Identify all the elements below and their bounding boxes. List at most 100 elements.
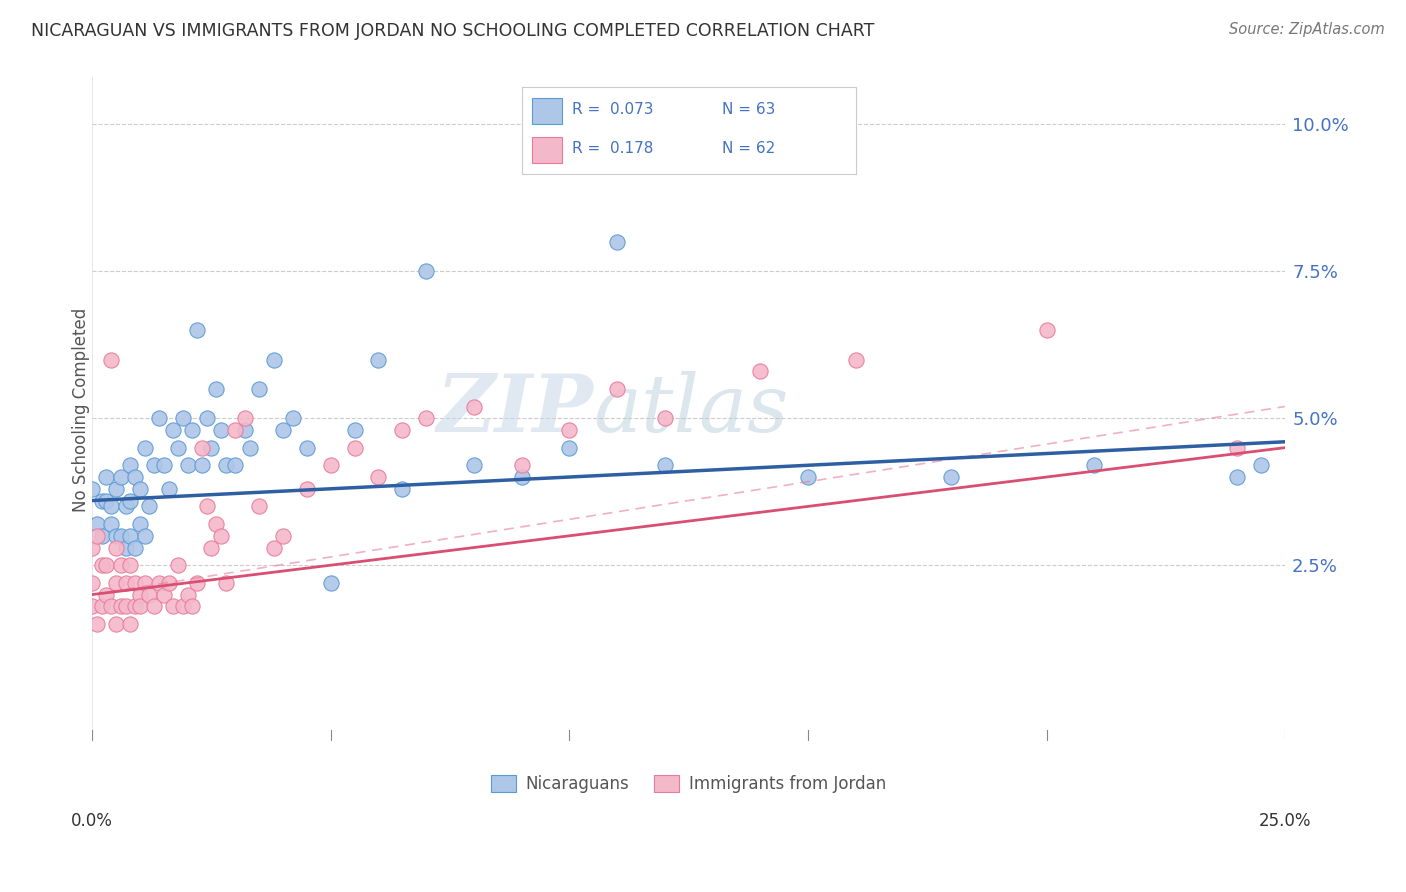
- Point: [463, 400, 485, 414]
- Point: [105, 575, 128, 590]
- Point: [114, 541, 136, 555]
- Point: [271, 423, 294, 437]
- Text: atlas: atlas: [593, 371, 789, 448]
- Point: [224, 458, 246, 473]
- Point: [110, 599, 132, 614]
- Point: [200, 541, 222, 555]
- Legend: Nicaraguans, Immigrants from Jordan: Nicaraguans, Immigrants from Jordan: [484, 768, 893, 799]
- Point: [114, 575, 136, 590]
- Point: [134, 529, 156, 543]
- Point: [1035, 323, 1057, 337]
- Point: [114, 599, 136, 614]
- Point: [96, 470, 118, 484]
- Point: [191, 458, 214, 473]
- Point: [120, 558, 142, 573]
- Point: [128, 588, 150, 602]
- Point: [120, 458, 142, 473]
- Point: [606, 235, 628, 249]
- Point: [209, 529, 232, 543]
- Point: [82, 482, 104, 496]
- Point: [162, 599, 184, 614]
- Point: [205, 516, 228, 531]
- Point: [110, 529, 132, 543]
- Point: [233, 423, 256, 437]
- Point: [100, 599, 122, 614]
- Text: 0.0%: 0.0%: [72, 812, 112, 830]
- Point: [195, 500, 218, 514]
- Point: [114, 500, 136, 514]
- Point: [186, 575, 208, 590]
- Point: [295, 441, 318, 455]
- Point: [82, 541, 104, 555]
- Point: [181, 599, 204, 614]
- Point: [391, 423, 413, 437]
- Point: [124, 470, 146, 484]
- Point: [233, 411, 256, 425]
- Point: [271, 529, 294, 543]
- Point: [1226, 470, 1249, 484]
- Point: [167, 558, 190, 573]
- Point: [143, 458, 166, 473]
- Point: [239, 441, 262, 455]
- Point: [152, 458, 174, 473]
- Point: [100, 500, 122, 514]
- Point: [247, 382, 270, 396]
- Point: [134, 575, 156, 590]
- Point: [124, 541, 146, 555]
- Point: [215, 458, 238, 473]
- Point: [186, 323, 208, 337]
- Point: [654, 458, 676, 473]
- Point: [86, 516, 108, 531]
- Point: [295, 482, 318, 496]
- Point: [205, 382, 228, 396]
- Point: [96, 558, 118, 573]
- Point: [191, 441, 214, 455]
- Point: [172, 599, 194, 614]
- Point: [606, 382, 628, 396]
- Point: [797, 470, 820, 484]
- Point: [138, 500, 160, 514]
- Point: [82, 599, 104, 614]
- Point: [157, 575, 180, 590]
- Point: [124, 599, 146, 614]
- Point: [82, 575, 104, 590]
- Point: [96, 588, 118, 602]
- Point: [391, 482, 413, 496]
- Point: [105, 482, 128, 496]
- Point: [510, 470, 533, 484]
- Point: [263, 541, 285, 555]
- Point: [86, 616, 108, 631]
- Point: [367, 352, 389, 367]
- Point: [100, 352, 122, 367]
- Point: [319, 458, 342, 473]
- Point: [224, 423, 246, 437]
- Point: [124, 575, 146, 590]
- Point: [215, 575, 238, 590]
- Point: [209, 423, 232, 437]
- Point: [148, 575, 170, 590]
- Point: [319, 575, 342, 590]
- Point: [558, 423, 581, 437]
- Point: [181, 423, 204, 437]
- Point: [105, 541, 128, 555]
- Point: [120, 616, 142, 631]
- Point: [128, 599, 150, 614]
- Point: [128, 482, 150, 496]
- Point: [654, 411, 676, 425]
- Point: [148, 411, 170, 425]
- Point: [100, 516, 122, 531]
- Point: [128, 516, 150, 531]
- Point: [143, 599, 166, 614]
- Point: [558, 441, 581, 455]
- Text: ZIP: ZIP: [436, 371, 593, 448]
- Point: [86, 529, 108, 543]
- Point: [749, 364, 772, 378]
- Point: [1250, 458, 1272, 473]
- Point: [134, 441, 156, 455]
- Point: [510, 458, 533, 473]
- Point: [281, 411, 304, 425]
- Point: [105, 616, 128, 631]
- Point: [343, 423, 366, 437]
- Text: Source: ZipAtlas.com: Source: ZipAtlas.com: [1229, 22, 1385, 37]
- Text: NICARAGUAN VS IMMIGRANTS FROM JORDAN NO SCHOOLING COMPLETED CORRELATION CHART: NICARAGUAN VS IMMIGRANTS FROM JORDAN NO …: [31, 22, 875, 40]
